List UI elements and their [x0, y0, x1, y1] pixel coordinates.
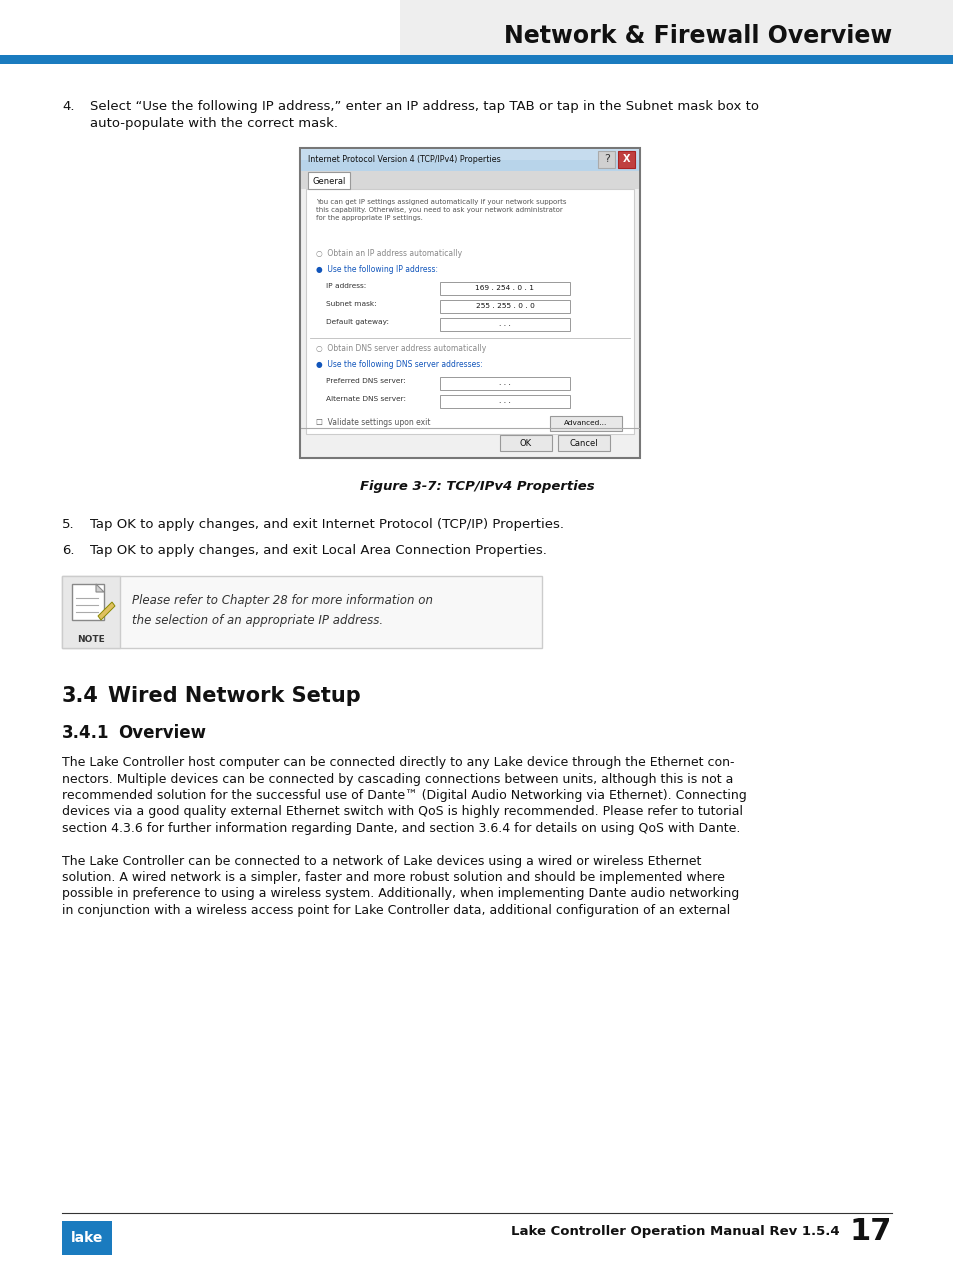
Text: X: X	[622, 153, 630, 164]
Bar	[439, 301, 569, 313]
Text: ?: ?	[603, 153, 609, 164]
Text: 3.4.1: 3.4.1	[62, 724, 110, 742]
Bar	[499, 435, 552, 451]
Bar	[598, 151, 615, 167]
Text: 17: 17	[849, 1217, 891, 1246]
Bar	[439, 281, 569, 295]
Text: in conjunction with a wireless access point for Lake Controller data, additional: in conjunction with a wireless access po…	[62, 904, 729, 917]
Bar	[439, 396, 569, 408]
Text: 6.: 6.	[62, 544, 74, 557]
Bar	[62, 1221, 112, 1255]
Text: auto-populate with the correct mask.: auto-populate with the correct mask.	[90, 117, 337, 131]
Text: Default gateway:: Default gateway:	[326, 320, 389, 325]
Text: Preferred DNS server:: Preferred DNS server:	[326, 378, 405, 384]
Text: . . .: . . .	[498, 398, 511, 404]
Text: Wired Network Setup: Wired Network Setup	[108, 686, 360, 706]
Text: Advanced...: Advanced...	[564, 420, 607, 426]
Bar	[439, 377, 569, 391]
Text: Lake Controller Operation Manual Rev 1.5.4: Lake Controller Operation Manual Rev 1.5…	[511, 1225, 840, 1239]
Text: Overview: Overview	[118, 724, 206, 742]
Text: 255 . 255 . 0 . 0: 255 . 255 . 0 . 0	[475, 303, 534, 309]
Text: IP address:: IP address:	[326, 283, 366, 289]
Text: Please refer to Chapter 28 for more information on: Please refer to Chapter 28 for more info…	[132, 593, 433, 607]
Text: ○  Obtain an IP address automatically: ○ Obtain an IP address automatically	[315, 249, 461, 257]
Text: nectors. Multiple devices can be connected by cascading connections between unit: nectors. Multiple devices can be connect…	[62, 772, 733, 785]
Text: ☐  Validate settings upon exit: ☐ Validate settings upon exit	[315, 418, 430, 427]
Text: Internet Protocol Version 4 (TCP/IPv4) Properties: Internet Protocol Version 4 (TCP/IPv4) P…	[308, 156, 500, 165]
Text: devices via a good quality external Ethernet switch with QoS is highly recommend: devices via a good quality external Ethe…	[62, 805, 742, 819]
Text: the selection of an appropriate IP address.: the selection of an appropriate IP addre…	[132, 614, 383, 626]
Bar	[308, 172, 350, 189]
Text: Network & Firewall Overview: Network & Firewall Overview	[503, 24, 891, 48]
Text: 169 . 254 . 0 . 1: 169 . 254 . 0 . 1	[475, 285, 534, 290]
Bar	[399, 0, 953, 58]
Polygon shape	[98, 602, 115, 620]
Text: 4.: 4.	[62, 100, 74, 113]
Text: ●  Use the following DNS server addresses:: ● Use the following DNS server addresses…	[315, 360, 482, 369]
Bar	[618, 151, 635, 167]
Text: recommended solution for the successful use of Dante™ (Digital Audio Networking : recommended solution for the successful …	[62, 789, 746, 801]
Text: . . .: . . .	[498, 321, 511, 327]
Bar	[550, 416, 621, 431]
Bar	[71, 585, 104, 620]
Bar	[0, 55, 953, 63]
Text: The Lake Controller can be connected to a network of Lake devices using a wired : The Lake Controller can be connected to …	[62, 855, 700, 867]
Bar	[301, 150, 639, 171]
Text: Select “Use the following IP address,” enter an IP address, tap TAB or tap in th: Select “Use the following IP address,” e…	[90, 100, 759, 113]
Polygon shape	[96, 585, 104, 592]
Text: NOTE: NOTE	[77, 635, 105, 644]
Bar	[439, 318, 569, 331]
Text: Alternate DNS server:: Alternate DNS server:	[326, 396, 406, 402]
Text: Subnet mask:: Subnet mask:	[326, 301, 376, 307]
Text: Tap OK to apply changes, and exit Local Area Connection Properties.: Tap OK to apply changes, and exit Local …	[90, 544, 546, 557]
Text: solution. A wired network is a simpler, faster and more robust solution and shou: solution. A wired network is a simpler, …	[62, 871, 724, 884]
Text: OK: OK	[519, 439, 532, 448]
Text: Tap OK to apply changes, and exit Internet Protocol (TCP/IP) Properties.: Tap OK to apply changes, and exit Intern…	[90, 519, 563, 531]
Text: ●  Use the following IP address:: ● Use the following IP address:	[315, 265, 437, 274]
Text: . . .: . . .	[498, 380, 511, 385]
Text: Figure 3-7: TCP/IPv4 Properties: Figure 3-7: TCP/IPv4 Properties	[359, 481, 594, 493]
Bar	[62, 576, 120, 648]
Bar	[301, 150, 639, 160]
Text: The Lake Controller host computer can be connected directly to any Lake device t: The Lake Controller host computer can be…	[62, 756, 734, 768]
Bar	[558, 435, 609, 451]
Text: 5.: 5.	[62, 519, 74, 531]
Text: Cancel: Cancel	[569, 439, 598, 448]
Text: possible in preference to using a wireless system. Additionally, when implementi: possible in preference to using a wirele…	[62, 888, 739, 900]
Text: lake: lake	[71, 1231, 103, 1245]
Bar	[62, 576, 541, 648]
Text: General: General	[312, 176, 345, 185]
Bar	[301, 171, 639, 189]
Bar	[306, 189, 634, 434]
Text: You can get IP settings assigned automatically if your network supports
this cap: You can get IP settings assigned automat…	[315, 199, 566, 221]
Text: section 4.3.6 for further information regarding Dante, and section 3.6.4 for det: section 4.3.6 for further information re…	[62, 822, 740, 836]
Text: 3.4: 3.4	[62, 686, 99, 706]
Text: ○  Obtain DNS server address automatically: ○ Obtain DNS server address automaticall…	[315, 344, 486, 353]
Bar	[299, 148, 639, 458]
